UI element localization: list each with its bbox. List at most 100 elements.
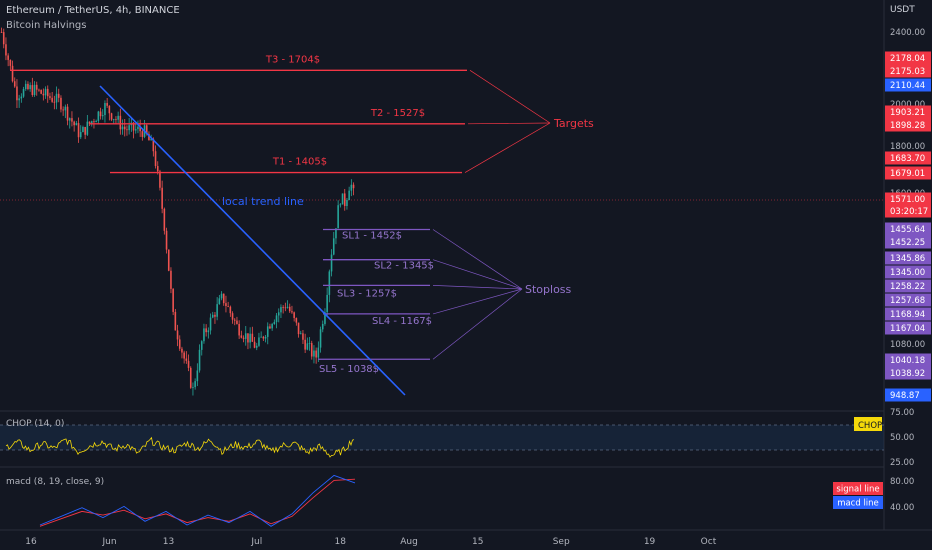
chop-tick-label: 50.00 xyxy=(890,433,914,443)
candle-body xyxy=(337,205,339,229)
candle-body xyxy=(236,320,238,324)
candle-body xyxy=(229,306,232,314)
candle-body xyxy=(167,249,170,271)
price-badge-label: 1038.92 xyxy=(890,369,925,379)
price-badge-label: 1903.21 xyxy=(890,108,925,118)
axes: 2400.002000.001800.001600.001080.002178.… xyxy=(25,28,931,547)
candle-body xyxy=(187,360,190,368)
candle-body xyxy=(42,93,45,96)
candlestick-series xyxy=(0,27,355,396)
candle-body xyxy=(295,317,298,323)
price-badge xyxy=(885,222,931,236)
indicator-name[interactable]: Bitcoin Halvings xyxy=(6,20,87,31)
symbol-title[interactable]: Ethereum / TetherUS, 4h, BINANCE xyxy=(6,5,180,16)
candle-body xyxy=(29,85,31,90)
price-badge xyxy=(885,118,931,132)
currency-label[interactable]: USDT xyxy=(890,5,915,15)
candle-body xyxy=(53,101,56,103)
candle-body xyxy=(196,370,199,382)
candle-body xyxy=(159,171,161,188)
target-pointer xyxy=(467,122,551,125)
chop-band xyxy=(0,425,884,450)
time-tick-label: 16 xyxy=(25,537,37,547)
stoploss-pointer xyxy=(432,285,523,290)
price-badge xyxy=(885,251,931,265)
candle-body xyxy=(238,323,240,336)
target-label: T2 - 1527$ xyxy=(370,108,425,119)
candle-body xyxy=(183,352,185,359)
candle-body xyxy=(178,339,181,349)
price-tick-label: 2000.00 xyxy=(890,100,925,110)
candle-body xyxy=(315,350,317,358)
candle-body xyxy=(185,358,188,361)
candle-body xyxy=(2,32,5,45)
candle-body xyxy=(150,138,152,141)
candle-body xyxy=(51,97,53,102)
price-badge-label: 1571.00 xyxy=(890,195,925,205)
candle-body xyxy=(121,126,124,130)
candle-body xyxy=(352,184,355,189)
candle-body xyxy=(154,151,157,167)
candle-body xyxy=(104,103,106,116)
price-badge xyxy=(885,293,931,307)
candle-body xyxy=(5,44,7,56)
candle-body xyxy=(139,126,141,132)
candle-body xyxy=(88,121,91,124)
candle-body xyxy=(306,343,309,350)
candle-body xyxy=(255,345,258,348)
candle-body xyxy=(145,125,148,134)
price-badge-label: 948.87 xyxy=(890,391,920,401)
candle-body xyxy=(79,132,82,138)
candle-body xyxy=(297,322,300,335)
candle-body xyxy=(126,129,128,131)
candle-body xyxy=(271,324,273,329)
candle-body xyxy=(71,118,73,122)
price-badge xyxy=(885,151,931,165)
candle-body xyxy=(84,126,86,135)
candle-body xyxy=(27,83,29,90)
stoploss-pointer xyxy=(432,229,523,290)
candle-body xyxy=(73,121,75,126)
candle-body xyxy=(49,96,51,98)
price-badge xyxy=(885,307,931,321)
candle-body xyxy=(55,93,58,103)
candle-body xyxy=(46,88,49,97)
time-tick-label: Aug xyxy=(400,537,418,547)
candle-body xyxy=(253,341,256,348)
stoploss-label: SL1 - 1452$ xyxy=(342,230,402,241)
time-tick-label: Jul xyxy=(250,537,262,547)
candle-body xyxy=(284,307,287,309)
candle-body xyxy=(299,333,302,335)
candle-body xyxy=(282,307,284,308)
candle-body xyxy=(77,123,80,138)
time-tick-label: 19 xyxy=(644,537,656,547)
candle-body xyxy=(35,84,38,90)
candle-body xyxy=(44,88,47,96)
candle-body xyxy=(174,311,177,331)
stoploss-callout: Stoploss xyxy=(525,283,572,296)
candle-body xyxy=(189,367,192,388)
candle-body xyxy=(227,306,229,307)
candle-body xyxy=(324,312,326,324)
candle-body xyxy=(64,106,67,111)
candle-body xyxy=(110,113,113,120)
targets-callout: Targets xyxy=(553,117,594,130)
macd-label: macd (8, 19, close, 9) xyxy=(6,477,104,487)
candle-body xyxy=(141,131,144,137)
candle-body xyxy=(280,307,282,313)
price-badge xyxy=(885,321,931,335)
candle-body xyxy=(134,129,137,131)
candle-body xyxy=(137,126,139,130)
candle-body xyxy=(207,330,210,333)
price-tick-label: 2400.00 xyxy=(890,28,925,38)
drawing-annotations[interactable]: T3 - 1704$ T2 - 1527$ T1 - 1405$ Targets SL1… xyxy=(10,54,594,396)
candle-body xyxy=(11,65,14,82)
candle-body xyxy=(304,339,306,350)
candle-body xyxy=(275,315,278,322)
price-badge xyxy=(885,265,931,279)
candle-body xyxy=(291,311,293,313)
candle-body xyxy=(240,335,243,338)
candle-body xyxy=(330,254,333,272)
target-label: T3 - 1704$ xyxy=(265,54,320,65)
